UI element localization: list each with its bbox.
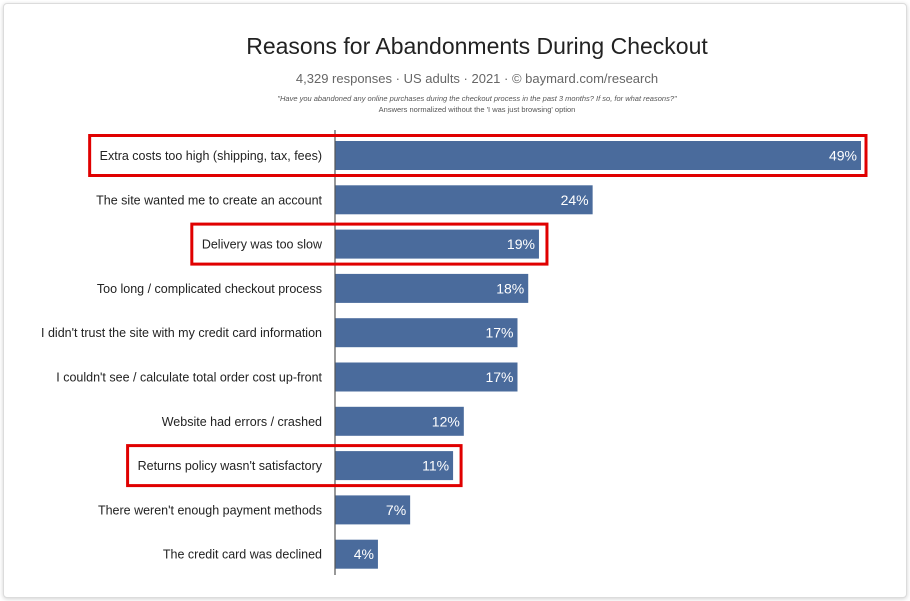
survey-question: "Have you abandoned any online purchases… <box>277 94 677 103</box>
bar <box>335 451 454 481</box>
value-label: 17% <box>485 369 513 385</box>
normalization-note: Answers normalized without the 'I was ju… <box>379 105 576 114</box>
value-label: 17% <box>485 325 513 341</box>
value-label: 4% <box>354 546 374 562</box>
bar <box>335 406 464 436</box>
category-label: The site wanted me to create an account <box>96 193 322 207</box>
highlight-box <box>126 444 463 488</box>
category-label: Extra costs too high (shipping, tax, fee… <box>100 149 322 163</box>
category-label: Website had errors / crashed <box>162 415 322 429</box>
bar <box>335 273 529 303</box>
category-label: There weren't enough payment methods <box>98 503 322 517</box>
bar <box>335 141 861 170</box>
bar <box>335 318 518 348</box>
bars-group: Extra costs too high (shipping, tax, fee… <box>41 141 861 569</box>
value-label: 19% <box>507 236 535 252</box>
bar <box>335 362 518 392</box>
category-label: Too long / complicated checkout process <box>97 282 322 296</box>
highlights-group <box>88 134 868 488</box>
value-label: 11% <box>422 458 449 474</box>
bar <box>335 185 593 215</box>
value-label: 12% <box>432 413 460 429</box>
highlight-box <box>190 222 549 266</box>
bar <box>335 539 378 569</box>
category-label: I didn't trust the site with my credit c… <box>41 326 322 340</box>
value-label: 49% <box>829 148 857 164</box>
highlight-box <box>88 134 868 177</box>
bar <box>335 495 411 525</box>
bar <box>335 229 539 259</box>
category-label: Returns policy wasn't satisfactory <box>138 459 323 473</box>
category-label: The credit card was declined <box>163 548 322 562</box>
value-label: 24% <box>561 192 589 208</box>
category-label: I couldn't see / calculate total order c… <box>56 371 322 385</box>
chart-subtitle: 4,329 responses · US adults · 2021 · © b… <box>296 71 658 86</box>
value-label: 7% <box>386 502 406 518</box>
category-label: Delivery was too slow <box>202 238 323 252</box>
value-label: 18% <box>496 280 524 296</box>
chart-title: Reasons for Abandonments During Checkout <box>246 33 708 59</box>
